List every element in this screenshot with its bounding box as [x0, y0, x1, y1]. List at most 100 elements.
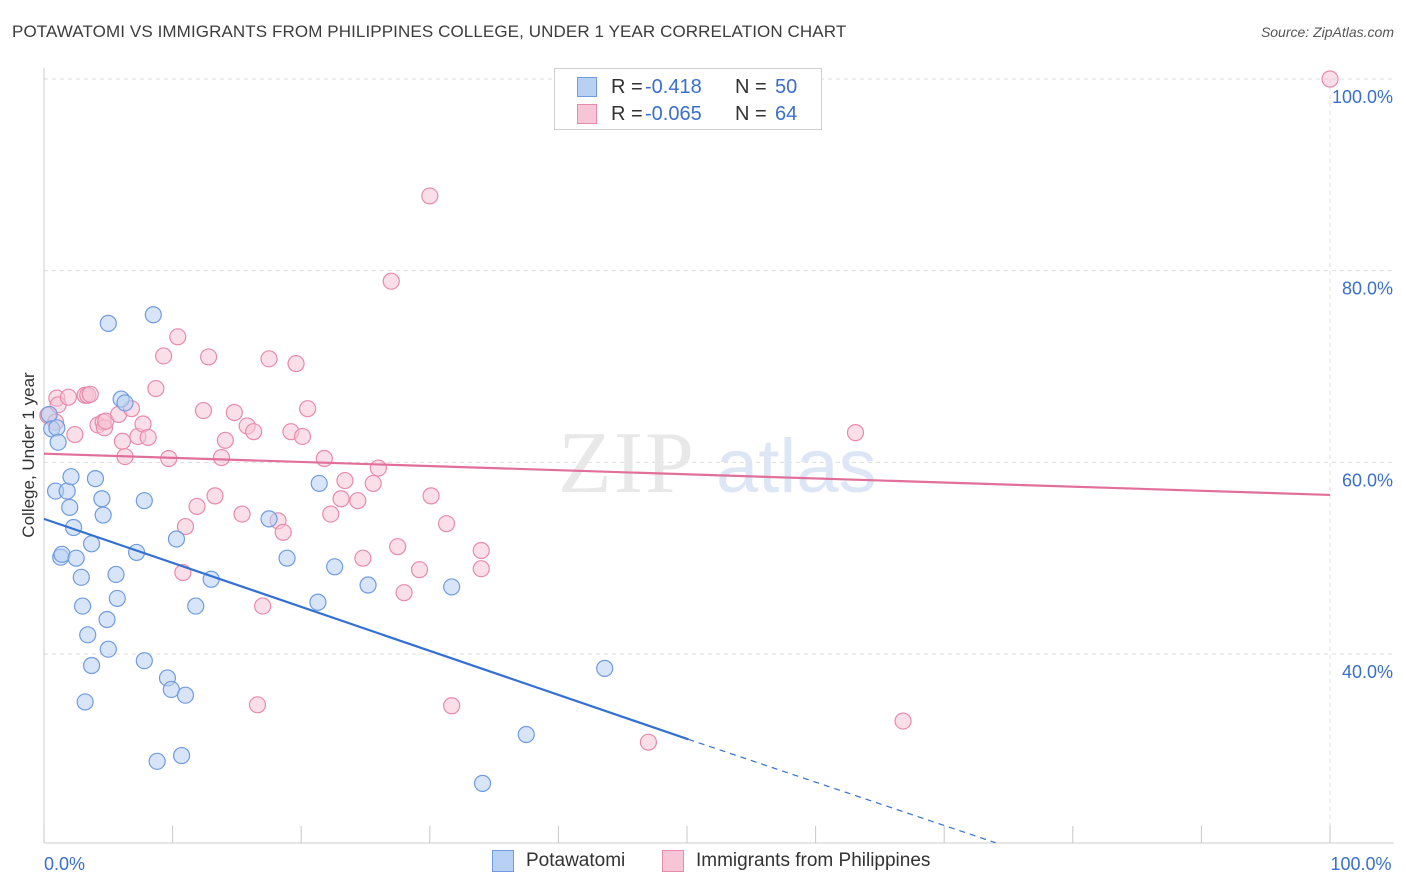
- pink-points: [39, 70, 1339, 751]
- potawatomi-point: [187, 597, 205, 615]
- philippines-point: [260, 350, 278, 368]
- x-tick-label: 100.0%: [1330, 854, 1391, 874]
- potawatomi-point: [278, 549, 296, 567]
- philippines-point: [364, 474, 382, 493]
- philippines-point: [154, 347, 173, 365]
- series-legend-potawatomi: Potawatomi: [492, 850, 625, 872]
- philippines-point: [421, 187, 439, 205]
- philippines-point: [472, 541, 490, 560]
- philippines-point: [206, 487, 224, 505]
- legend-r-value: -0.065: [645, 102, 702, 125]
- philippines-point: [382, 272, 400, 290]
- philippines-point: [176, 517, 195, 536]
- series-legend-label: Potawatomi: [526, 850, 626, 871]
- legend-row-potawatomi: R = -0.418 N = 50: [577, 74, 797, 100]
- philippines-point: [216, 431, 234, 449]
- potawatomi-point: [167, 530, 186, 548]
- legend-swatch-blue: [577, 77, 597, 97]
- blue-points: [40, 306, 614, 792]
- potawatomi-point: [108, 589, 126, 608]
- philippines-point: [188, 497, 206, 516]
- potawatomi-point: [107, 565, 125, 584]
- philippines-trendline: [43, 452, 1331, 497]
- potawatomi-point: [359, 576, 377, 594]
- potawatomi-point: [116, 394, 134, 412]
- trend-layer: [43, 452, 1331, 844]
- series-legend-label: Immigrants from Philippines: [696, 850, 931, 871]
- philippines-point: [1321, 70, 1339, 88]
- potawatomi-point: [596, 659, 614, 677]
- philippines-point: [139, 428, 157, 447]
- legend-r-value: -0.418: [645, 75, 702, 98]
- source-label: Source: ZipAtlas.com: [1260, 24, 1394, 40]
- potawatomi-point: [61, 498, 79, 516]
- potawatomi-point: [473, 774, 492, 792]
- philippines-point: [287, 355, 305, 373]
- legend-row-philippines: R = -0.065 N = 64: [577, 101, 797, 127]
- potawatomi-point: [94, 506, 112, 524]
- potawatomi-point: [135, 652, 153, 670]
- potawatomi-point: [86, 470, 105, 488]
- axis-layer: [43, 68, 1394, 844]
- potawatomi-point: [48, 419, 66, 437]
- philippines-point: [443, 697, 461, 715]
- philippines-point: [639, 733, 658, 751]
- potawatomi-point: [517, 725, 535, 744]
- y-tick-label: 60.0%: [1342, 470, 1393, 490]
- y-tick-label: 40.0%: [1342, 662, 1393, 682]
- potawatomi-point: [49, 433, 67, 451]
- potawatomi-point: [79, 626, 97, 644]
- philippines-point: [369, 459, 387, 477]
- potawatomi-point: [98, 610, 116, 629]
- potawatomi-point: [73, 597, 92, 615]
- philippines-point: [200, 348, 218, 366]
- philippines-point: [299, 400, 317, 418]
- watermark-zip: ZIP: [558, 415, 696, 512]
- potawatomi-point: [310, 474, 328, 493]
- potawatomi-point: [144, 306, 162, 324]
- philippines-point: [354, 549, 372, 567]
- philippines-point: [248, 696, 267, 714]
- potawatomi-point: [53, 545, 71, 563]
- potawatomi-point: [67, 549, 85, 567]
- series-legend: Potawatomi Immigrants from Philippines: [0, 850, 1406, 878]
- legend-r-label: R =: [611, 102, 643, 125]
- potawatomi-point: [58, 482, 76, 500]
- potawatomi-point: [62, 468, 80, 486]
- philippines-point: [894, 712, 912, 730]
- philippines-point: [245, 423, 263, 441]
- philippines-point: [410, 561, 429, 579]
- philippines-point: [274, 523, 292, 541]
- legend-n-label: N =: [735, 75, 767, 98]
- potawatomi-trendline: [43, 517, 689, 741]
- tick-label-layer: 40.0% 60.0% 80.0% 100.0% 0.0% 100.0%: [44, 87, 1393, 874]
- philippines-point: [336, 471, 354, 490]
- potawatomi-point: [260, 510, 278, 528]
- legend-n-label: N =: [735, 102, 767, 125]
- series-legend-philippines: Immigrants from Philippines: [662, 850, 930, 872]
- philippines-point: [332, 490, 350, 508]
- potawatomi-point: [148, 752, 166, 770]
- legend-r-label: R =: [611, 75, 643, 98]
- philippines-point: [322, 505, 340, 523]
- potawatomi-point: [135, 492, 153, 510]
- potawatomi-point: [93, 490, 111, 508]
- y-axis-label: College, Under 1 year: [19, 372, 38, 538]
- philippines-point: [66, 425, 84, 444]
- philippines-point: [254, 597, 272, 615]
- y-tick-label: 100.0%: [1332, 87, 1393, 107]
- legend-swatch-pink: [577, 104, 597, 124]
- potawatomi-point: [76, 693, 94, 711]
- potawatomi-point: [99, 640, 117, 658]
- philippines-point: [233, 505, 251, 523]
- philippines-point: [169, 328, 187, 346]
- philippines-point: [472, 560, 490, 578]
- legend-n-value: 64: [775, 102, 798, 125]
- x-tick-label: 0.0%: [44, 854, 85, 874]
- philippines-point: [389, 538, 407, 556]
- philippines-point: [113, 432, 132, 450]
- legend-n-value: 50: [775, 75, 798, 98]
- potawatomi-point: [443, 578, 461, 596]
- philippines-point: [315, 449, 333, 468]
- chart-title: POTAWATOMI VS IMMIGRANTS FROM PHILIPPINE…: [12, 22, 847, 41]
